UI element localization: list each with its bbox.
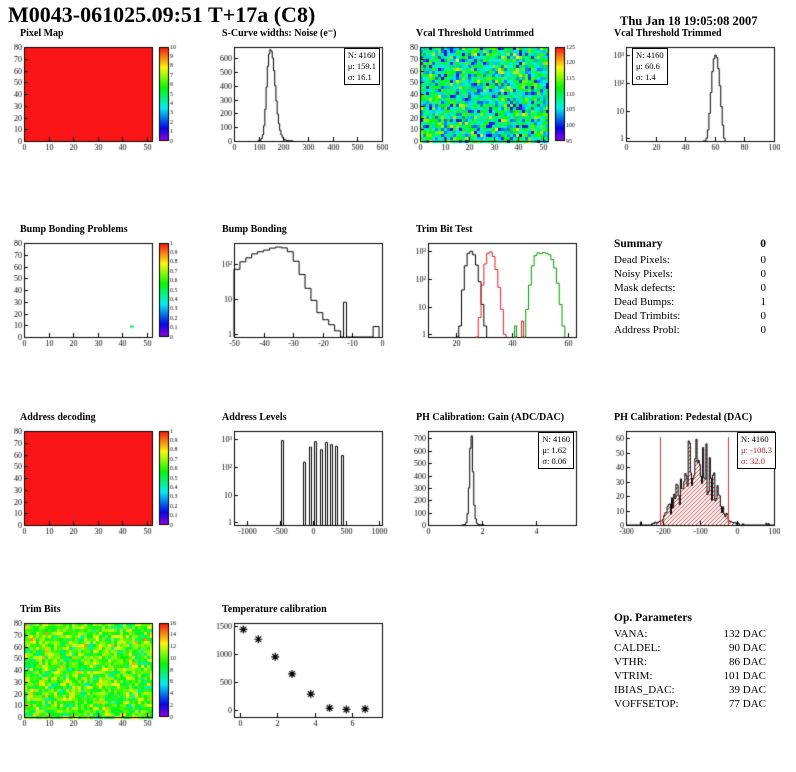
- summary-row-label: Noisy Pixels:: [614, 268, 673, 280]
- stats-sigma: σ: 0.06: [542, 456, 567, 467]
- summary-row: Noisy Pixels: 0: [614, 268, 766, 280]
- summary-row-value: 0: [760, 268, 767, 280]
- op-parameter-value: 86 DAC: [729, 656, 766, 668]
- summary-row-label: Mask defects:: [614, 282, 676, 294]
- op-parameters-title: Op. Parameters: [614, 612, 692, 624]
- chart-title: Address decoding: [20, 412, 96, 423]
- stats-entries: N: 4160: [741, 434, 769, 444]
- chart-title: Pixel Map: [20, 28, 64, 39]
- summary-row-label: Dead Pixels:: [614, 254, 670, 266]
- chart-title: Vcal Threshold Untrimmed: [416, 28, 534, 39]
- chart-vcal-trimmed: Vcal Threshold Trimmed N: 4160 μ: 60.6 σ…: [600, 28, 796, 180]
- stats-entries: N: 4160: [347, 50, 376, 60]
- summary-row-value: 0: [760, 310, 767, 322]
- chart-ph-gain: PH Calibration: Gain (ADC/DAC) N: 4160 μ…: [402, 412, 598, 564]
- op-parameter-label: VOFFSETOP:: [614, 698, 679, 710]
- op-parameter-label: IBIAS_DAC:: [614, 684, 675, 696]
- chart-address-decoding: Address decoding: [6, 412, 202, 564]
- chart-pixel-map: Pixel Map: [6, 28, 202, 180]
- temperature-calibration-scatter-canvas: [208, 617, 388, 741]
- op-parameters-header: Op. Parameters: [614, 612, 766, 624]
- op-parameter-value: 39 DAC: [729, 684, 766, 696]
- chart-vcal-untrimmed: Vcal Threshold Untrimmed: [402, 28, 598, 180]
- timestamp: Thu Jan 18 19:05:08 2007: [620, 14, 758, 28]
- summary-title: Summary: [614, 238, 663, 250]
- stats-sigma: σ: 16.1: [347, 72, 372, 83]
- chart-ph-pedestal: PH Calibration: Pedestal (DAC) N: 4160 μ…: [600, 412, 796, 564]
- op-parameters-panel: Op. Parameters VANA: 132 DAC CALDEL: 90 DA…: [614, 612, 766, 710]
- chart-address-levels: Address Levels: [208, 412, 404, 564]
- summary-row-value: 0: [760, 282, 767, 294]
- chart-scurve-noise: S-Curve widths: Noise (e⁻) N: 4160 μ: 15…: [208, 28, 404, 180]
- vcal-untrimmed-heatmap-canvas: [402, 41, 594, 165]
- stats-box: N: 4160 μ: 1.62 σ: 0.06: [538, 432, 574, 470]
- bump-problems-heatmap-canvas: [6, 237, 198, 361]
- chart-title: Bump Bonding: [222, 224, 287, 235]
- chart-title: Trim Bits: [20, 604, 61, 615]
- chart-title: S-Curve widths: Noise (e⁻): [222, 28, 337, 39]
- pixel-map-heatmap-canvas: [6, 41, 198, 165]
- chart-bump-problems: Bump Bonding Problems: [6, 224, 202, 376]
- op-parameter-row: VTRIM: 101 DAC: [614, 670, 766, 682]
- summary-row-label: Dead Trimbits:: [614, 310, 681, 322]
- chart-title: Bump Bonding Problems: [20, 224, 128, 235]
- chart-title: Vcal Threshold Trimmed: [614, 28, 722, 39]
- stats-box: N: 4160 μ: 159.1 σ: 16.1: [343, 48, 380, 86]
- op-parameter-value: 101 DAC: [723, 670, 766, 682]
- summary-row-value: 1: [760, 296, 767, 308]
- summary-row: Mask defects: 0: [614, 282, 766, 294]
- vcal-trimmed-hist-canvas: [600, 41, 780, 165]
- stats-mean: μ: 1.62: [542, 445, 567, 456]
- trim-bit-test-hist-canvas: [402, 237, 582, 361]
- chart-trim-bit-test: Trim Bit Test: [402, 224, 598, 376]
- stats-mean: μ: 60.6: [636, 61, 660, 72]
- stats-box: N: 4160 μ: -108.3 σ: 32.0: [737, 432, 776, 470]
- address-decoding-heatmap-canvas: [6, 425, 198, 549]
- op-parameter-row: VOFFSETOP: 77 DAC: [614, 698, 766, 710]
- chart-bump-bonding: Bump Bonding: [208, 224, 404, 376]
- summary-row-label: Address Probl:: [614, 324, 680, 336]
- chart-title: Temperature calibration: [222, 604, 327, 615]
- op-parameter-value: 132 DAC: [723, 628, 766, 640]
- summary-panel: Summary 0 Dead Pixels: 0 Noisy Pixels: 0 M…: [614, 238, 766, 336]
- stats-entries: N: 4160: [636, 50, 664, 60]
- trim-bits-heatmap-canvas: [6, 617, 198, 741]
- op-parameter-value: 90 DAC: [729, 642, 766, 654]
- summary-header: Summary 0: [614, 238, 766, 250]
- stats-mean: μ: 159.1: [347, 61, 376, 72]
- stats-entries: N: 4160: [542, 434, 570, 444]
- stats-mean: μ: -108.3: [741, 445, 772, 456]
- chart-title: Address Levels: [222, 412, 287, 423]
- chart-title: Trim Bit Test: [416, 224, 473, 235]
- summary-row-value: 0: [760, 324, 767, 336]
- summary-total: 0: [760, 238, 766, 250]
- page-title: M0043-061025.09:51 T+17a (C8): [8, 2, 316, 27]
- chart-title: PH Calibration: Gain (ADC/DAC): [416, 412, 565, 423]
- chart-title: PH Calibration: Pedestal (DAC): [614, 412, 753, 423]
- stats-sigma: σ: 1.4: [636, 72, 656, 83]
- summary-row-label: Dead Bumps:: [614, 296, 675, 308]
- stats-box: N: 4160 μ: 60.6 σ: 1.4: [632, 48, 668, 86]
- chart-trim-bits: Trim Bits: [6, 604, 202, 756]
- op-parameter-row: VANA: 132 DAC: [614, 628, 766, 640]
- stats-sigma: σ: 32.0: [741, 456, 765, 467]
- op-parameter-value: 77 DAC: [729, 698, 766, 710]
- op-parameter-row: VTHR: 86 DAC: [614, 656, 766, 668]
- summary-row: Address Probl: 0: [614, 324, 766, 336]
- op-parameter-label: VTHR:: [614, 656, 647, 668]
- op-parameter-row: IBIAS_DAC: 39 DAC: [614, 684, 766, 696]
- chart-temperature-calibration: Temperature calibration: [208, 604, 404, 756]
- op-parameter-label: VTRIM:: [614, 670, 653, 682]
- op-parameter-label: VANA:: [614, 628, 648, 640]
- op-parameter-row: CALDEL: 90 DAC: [614, 642, 766, 654]
- op-parameter-label: CALDEL:: [614, 642, 661, 654]
- summary-row: Dead Pixels: 0: [614, 254, 766, 266]
- bump-bonding-hist-canvas: [208, 237, 388, 361]
- summary-row: Dead Trimbits: 0: [614, 310, 766, 322]
- summary-row: Dead Bumps: 1: [614, 296, 766, 308]
- address-levels-hist-canvas: [208, 425, 388, 549]
- summary-row-value: 0: [760, 254, 767, 266]
